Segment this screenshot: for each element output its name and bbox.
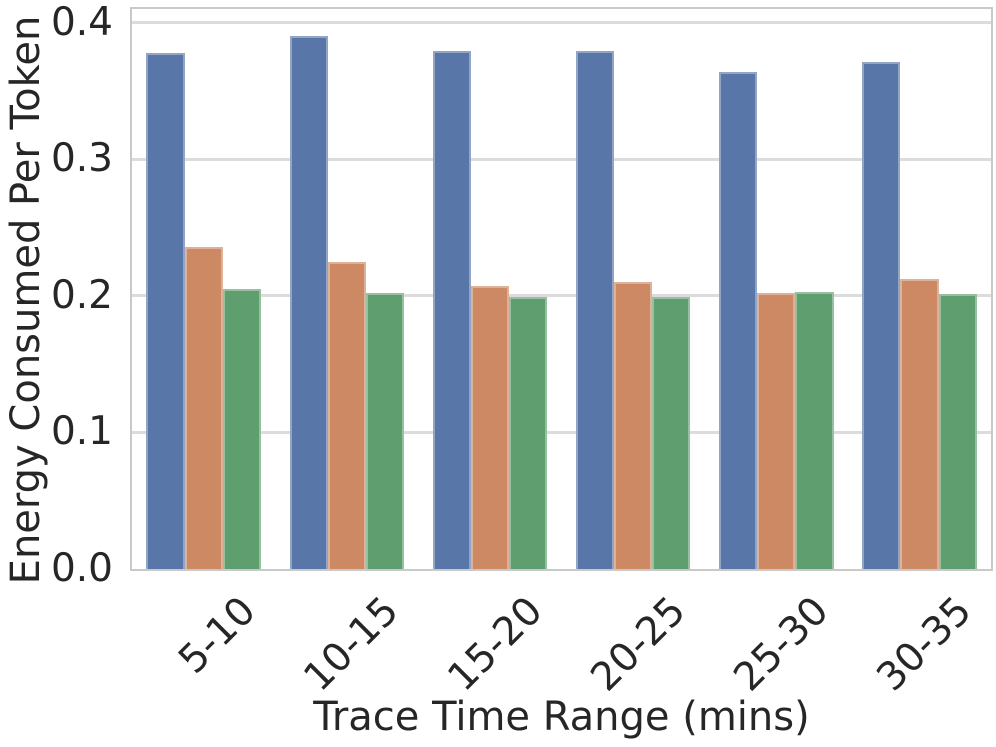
y-tick-label: 0.3 bbox=[50, 136, 113, 182]
bar-series-orange-25-30 bbox=[757, 293, 796, 569]
bar-group-25-30 bbox=[705, 9, 848, 569]
bar-series-blue-25-30 bbox=[719, 71, 758, 569]
x-tick-label: 20-25 bbox=[582, 588, 695, 701]
bar-series-green-10-15 bbox=[365, 293, 405, 569]
bar-group-20-25 bbox=[562, 9, 705, 569]
bar-group-10-15 bbox=[275, 9, 418, 569]
gridline bbox=[132, 157, 991, 161]
x-tick-label: 5-10 bbox=[170, 588, 265, 683]
bar-group-5-10 bbox=[132, 9, 275, 569]
x-tick-label: 25-30 bbox=[725, 588, 838, 701]
x-tick-label: 10-15 bbox=[295, 588, 408, 701]
bar-series-orange-15-20 bbox=[470, 286, 510, 569]
bar-series-green-20-25 bbox=[652, 297, 691, 569]
gridline bbox=[132, 21, 991, 25]
bar-group-15-20 bbox=[418, 9, 561, 569]
y-tick-label: 0.0 bbox=[50, 546, 113, 591]
bar-series-orange-5-10 bbox=[184, 246, 223, 569]
gridline bbox=[132, 294, 991, 298]
bar-series-green-25-30 bbox=[795, 291, 834, 569]
x-axis-label: Trace Time Range (mins) bbox=[313, 694, 810, 740]
plot-area bbox=[130, 7, 993, 571]
bar-series-blue-30-35 bbox=[862, 62, 901, 569]
gridlines bbox=[132, 9, 991, 569]
y-tick-label: 0.4 bbox=[50, 0, 113, 45]
y-tick-label: 0.1 bbox=[50, 409, 113, 455]
bar-group-30-35 bbox=[848, 9, 991, 569]
bar-series-blue-5-10 bbox=[146, 52, 185, 569]
bar-series-blue-20-25 bbox=[575, 51, 615, 569]
bar-series-blue-10-15 bbox=[289, 36, 328, 569]
bar-series-orange-10-15 bbox=[327, 261, 366, 569]
gridline bbox=[132, 430, 991, 434]
bar-series-orange-20-25 bbox=[614, 282, 653, 569]
x-tick-label: 15-20 bbox=[439, 588, 552, 701]
bar-series-orange-30-35 bbox=[900, 279, 939, 569]
y-tick-label: 0.2 bbox=[50, 272, 113, 318]
bar-series-green-15-20 bbox=[509, 297, 548, 569]
bar-series-blue-15-20 bbox=[432, 51, 471, 569]
bar-series-green-30-35 bbox=[938, 294, 977, 569]
x-tick-label: 30-35 bbox=[868, 588, 981, 701]
bar-series-green-5-10 bbox=[222, 289, 261, 569]
bar-groups bbox=[132, 9, 991, 569]
